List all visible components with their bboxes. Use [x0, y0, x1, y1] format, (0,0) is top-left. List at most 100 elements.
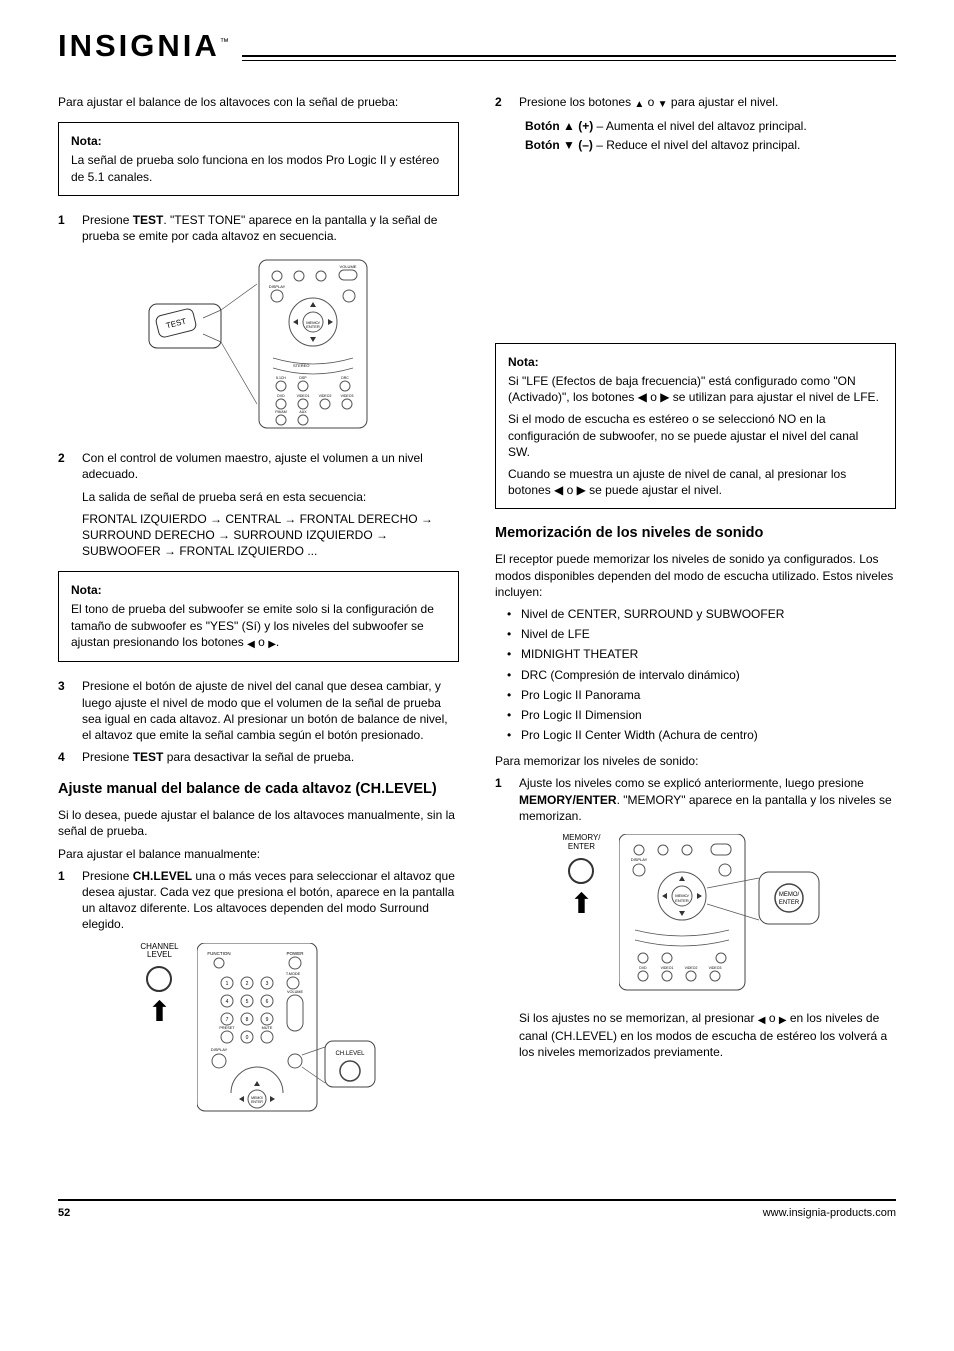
two-column-layout: Para ajustar el balance de los altavoces… — [58, 94, 896, 1129]
desc: – Reduce el nivel del altavoz principal. — [593, 138, 800, 152]
arrow-up-icon: ⬆ — [148, 998, 171, 1026]
up-arrow-icon: ▲ — [634, 98, 644, 112]
svg-text:2: 2 — [245, 981, 248, 987]
svg-text:DISPLAY: DISPLAY — [630, 857, 647, 862]
svg-text:AUX: AUX — [299, 410, 307, 414]
label: Botón ▼ (–) — [525, 138, 593, 152]
svg-text:VIDEO1: VIDEO1 — [296, 394, 309, 398]
right-arrow-icon: ▶ — [268, 638, 276, 652]
svg-text:3: 3 — [265, 981, 268, 987]
step-3: 3 Presione el botón de ajuste de nivel d… — [58, 678, 459, 743]
step-body: Presione TEST para desactivar la señal d… — [82, 749, 459, 765]
step-number: 4 — [58, 749, 72, 765]
note-label: Nota: — [71, 582, 446, 598]
brand-name: INSIGNIA — [58, 28, 220, 63]
svg-text:DISPLAY: DISPLAY — [268, 284, 285, 289]
svg-text:VIDEO2: VIDEO2 — [318, 394, 331, 398]
remote-illustration: DISPLAY MEMO/ ENTER — [619, 834, 829, 994]
step-4: 4 Presione TEST para desactivar la señal… — [58, 749, 459, 765]
sub-step-up: Botón ▲ (+) – Aumenta el nivel del altav… — [525, 118, 896, 134]
svg-text:STEREO: STEREO — [293, 363, 309, 368]
page-number: 52 — [58, 1207, 70, 1219]
right-column: 2 Presione los botones ▲ o ▼ para ajusta… — [495, 94, 896, 1129]
text: Presione los botones — [519, 95, 634, 109]
callout-label: CHANNEL LEVEL — [140, 943, 178, 961]
tail-note: Si los ajustes no se memorizan, al presi… — [519, 1010, 896, 1060]
step-2: 2 Con el control de volumen maestro, aju… — [58, 450, 459, 482]
remote-illustration: TEST VOLUME — [139, 254, 379, 434]
step-body: Presione los botones ▲ o ▼ para ajustar … — [519, 94, 896, 112]
svg-text:VOLUME: VOLUME — [287, 990, 304, 994]
manual-procedure-label: Para ajustar el balance manualmente: — [58, 846, 459, 862]
step-body: Ajuste los niveles como se explicó anter… — [519, 775, 896, 824]
mem-intro: El receptor puede memorizar los niveles … — [495, 551, 896, 600]
channel-level-callout: CHANNEL LEVEL ⬆ — [140, 943, 178, 1027]
svg-text:DVD: DVD — [639, 966, 647, 970]
svg-text:ENTER: ENTER — [251, 1100, 263, 1104]
brand-logo: INSIGNIA™ — [58, 28, 232, 64]
button-name: CH.LEVEL — [133, 869, 192, 883]
footer-url: www.insignia-products.com — [763, 1207, 896, 1219]
figure-chlevel-remote: CHANNEL LEVEL ⬆ FUNCTION POWER — [58, 943, 459, 1113]
list-item: DRC (Compresión de intervalo dinámico) — [495, 667, 896, 683]
svg-text:VIDEO1: VIDEO1 — [660, 966, 673, 970]
remote-illustration: FUNCTION POWER 1 2 3 T.MODE 4 5 — [197, 943, 377, 1113]
text: o — [255, 635, 268, 649]
right-step-2: 2 Presione los botones ▲ o ▼ para ajusta… — [495, 94, 896, 112]
svg-text:8: 8 — [245, 1017, 248, 1023]
step-1: 1 Presione TEST. "TEST TONE" aparece en … — [58, 212, 459, 244]
left-arrow-icon: ◀ — [247, 638, 255, 652]
svg-text:CH.LEVEL: CH.LEVEL — [335, 1051, 365, 1057]
step-number: 3 — [58, 678, 72, 743]
note-label: Nota: — [71, 133, 446, 149]
note-label: Nota: — [508, 354, 883, 370]
label: Botón ▲ (+) — [525, 119, 593, 133]
text: para desactivar la señal de prueba. — [163, 750, 354, 764]
svg-text:VIDEO3: VIDEO3 — [708, 966, 721, 970]
button-icon — [566, 856, 596, 886]
note-line: Si el modo de escucha es estéreo o se se… — [508, 411, 883, 460]
note-box-1: Nota: La señal de prueba solo funciona e… — [58, 122, 459, 196]
note-body: La señal de prueba solo funciona en los … — [71, 152, 446, 184]
svg-text:6: 6 — [265, 999, 268, 1005]
step-body: Presione TEST. "TEST TONE" aparece en la… — [82, 212, 459, 244]
note-line: Cuando se muestra un ajuste de nivel de … — [508, 466, 883, 498]
memory-enter-callout: MEMORY/ ENTER ⬆ — [562, 834, 600, 918]
button-name: MEMORY/ENTER — [519, 793, 617, 807]
list-item: Nivel de LFE — [495, 626, 896, 642]
svg-text:MEMO/: MEMO/ — [778, 892, 799, 898]
page-header: INSIGNIA™ — [58, 28, 896, 64]
svg-text:DVD: DVD — [277, 394, 285, 398]
button-icon — [144, 964, 174, 994]
step-number: 1 — [58, 212, 72, 244]
svg-text:DRC: DRC — [341, 376, 349, 380]
svg-text:5.1CH: 5.1CH — [276, 376, 286, 380]
svg-text:9: 9 — [265, 1017, 268, 1023]
svg-text:T.MODE: T.MODE — [285, 972, 300, 976]
arrow-up-icon: ⬆ — [570, 890, 593, 918]
list-item: Pro Logic II Dimension — [495, 707, 896, 723]
svg-text:1: 1 — [225, 981, 228, 987]
svg-text:ENTER: ENTER — [675, 898, 689, 903]
down-arrow-icon: ▼ — [658, 98, 668, 112]
svg-text:DISPLAY: DISPLAY — [210, 1047, 227, 1052]
text: . — [276, 635, 279, 649]
figure-memory-remote: MEMORY/ ENTER ⬆ DISPLAY — [495, 834, 896, 994]
sequence-intro: La salida de señal de prueba será en est… — [82, 489, 459, 505]
step-body: Con el control de volumen maestro, ajust… — [82, 450, 459, 482]
header-rules — [242, 55, 896, 61]
text: Presione — [82, 750, 133, 764]
svg-text:FUNCTION: FUNCTION — [207, 951, 230, 956]
text: para ajustar el nivel. — [668, 95, 779, 109]
intro-text: Para ajustar el balance de los altavoces… — [58, 94, 459, 110]
callout-label: MEMORY/ ENTER — [562, 834, 600, 852]
list-item: Pro Logic II Center Width (Achura de cen… — [495, 727, 896, 743]
manual-intro: Si lo desea, puede ajustar el balance de… — [58, 807, 459, 839]
step-number: 1 — [495, 775, 509, 824]
text: Presione — [82, 869, 133, 883]
note-box-right: Nota: Si "LFE (Efectos de baja frecuenci… — [495, 343, 896, 510]
svg-text:ENTER: ENTER — [306, 324, 320, 329]
svg-text:ENTER: ENTER — [778, 900, 799, 906]
figure-test-remote: TEST VOLUME — [58, 254, 459, 434]
button-name: TEST — [133, 750, 164, 764]
